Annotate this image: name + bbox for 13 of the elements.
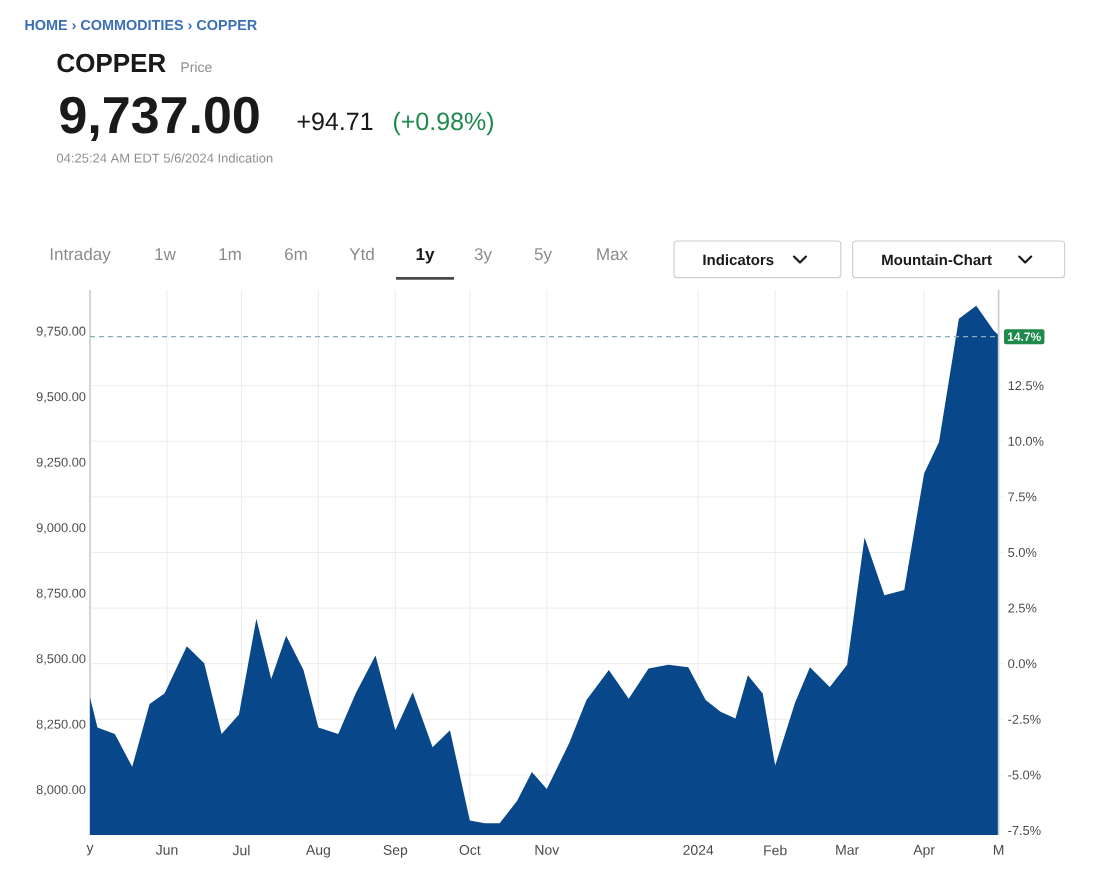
chart-title: COPPER [57,53,166,73]
text: (+0.98%) [393,111,493,136]
text: Max [597,248,628,261]
text: 3y [474,248,492,264]
text: Intraday [50,247,111,264]
text: +94.71 [297,112,373,131]
text: 6m [285,248,307,261]
text: 1m [219,248,241,260]
text: 1y [416,248,435,264]
text: 9,737.00 [60,96,259,142]
text: 1w [155,248,176,260]
text: 5y [534,248,552,264]
text: Ytd [349,247,374,261]
